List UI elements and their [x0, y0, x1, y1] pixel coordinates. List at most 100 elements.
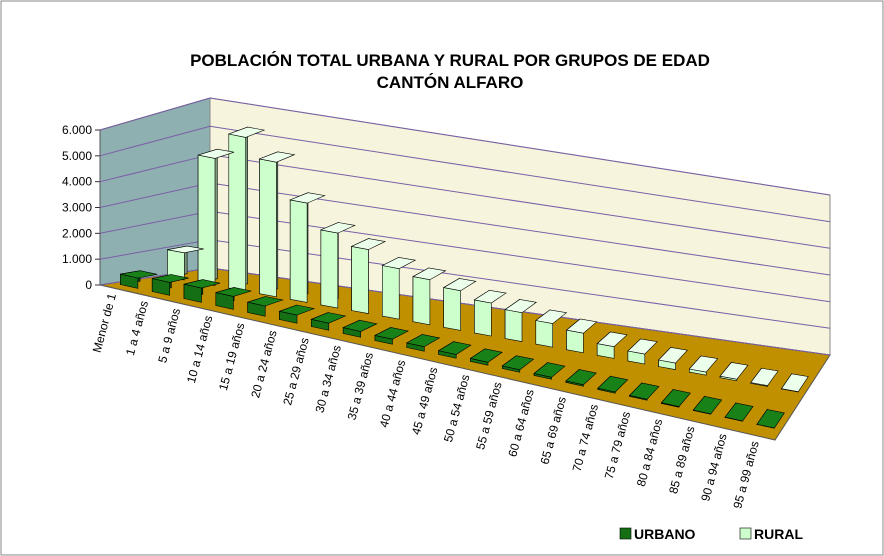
bar-top	[692, 395, 723, 415]
y-tick-label: 4.000	[62, 175, 92, 189]
bar	[227, 126, 266, 292]
bar	[501, 355, 535, 373]
y-tick-label: 5.000	[62, 149, 92, 163]
bar	[374, 326, 410, 345]
bar-front	[351, 246, 369, 314]
bar-front	[197, 154, 216, 286]
bar-top	[310, 312, 347, 324]
bar	[412, 267, 447, 326]
bar-top	[565, 318, 598, 334]
bar	[657, 346, 688, 370]
bar-top	[289, 192, 326, 204]
bar-top	[756, 409, 785, 429]
bar	[692, 395, 723, 415]
bar	[442, 277, 477, 331]
bar-top	[442, 278, 477, 292]
bar-top	[780, 373, 809, 393]
bar-top	[278, 304, 316, 316]
bar-top	[405, 334, 441, 348]
bar-top	[246, 296, 284, 307]
bar-top	[198, 148, 235, 159]
bar	[405, 333, 441, 352]
bar	[780, 372, 809, 393]
y-tick-label: 1.000	[62, 252, 92, 266]
bar-top	[627, 338, 658, 355]
bar-front	[474, 299, 492, 337]
bar-top	[120, 270, 158, 279]
bar	[151, 274, 189, 296]
bar-top	[381, 257, 417, 270]
bar-top	[688, 355, 719, 373]
bar	[258, 151, 296, 298]
bar-top	[258, 151, 296, 163]
bar	[289, 192, 326, 303]
y-tick-label: 2.000	[62, 226, 92, 240]
bar-top	[719, 362, 749, 380]
bar-top	[750, 367, 779, 386]
bar-top	[629, 382, 660, 400]
bar	[629, 382, 660, 401]
bar-top	[469, 348, 503, 363]
bar-front	[320, 229, 339, 309]
bar-top	[350, 238, 387, 250]
bar-top	[660, 389, 691, 407]
bar-front	[259, 158, 277, 298]
bar-top	[565, 369, 597, 386]
bar-top	[215, 287, 252, 297]
bar	[183, 279, 221, 303]
bar	[724, 402, 754, 422]
bar-top	[437, 341, 472, 355]
bar	[437, 341, 472, 359]
bar	[197, 148, 235, 286]
grid-line	[99, 97, 831, 196]
bar-top	[152, 274, 189, 283]
chart-title: POBLACIÓN TOTAL URBANA Y RURAL POR GRUPO…	[190, 51, 710, 70]
bar-front	[289, 199, 308, 303]
bar-top	[374, 327, 410, 340]
bar	[719, 361, 749, 382]
bar-top	[533, 362, 566, 378]
bar	[319, 222, 356, 309]
bar-top	[597, 375, 629, 393]
bar-front	[566, 329, 584, 354]
bar-top	[501, 355, 535, 371]
y-tick-label: 6.000	[62, 123, 92, 137]
bar	[473, 289, 507, 337]
bar	[215, 287, 252, 310]
bar-top	[227, 126, 266, 138]
legend-swatch	[619, 527, 632, 540]
bar-top	[504, 299, 538, 314]
legend-label: URBANO	[634, 526, 696, 542]
bar	[627, 338, 658, 365]
bar	[750, 367, 779, 387]
bar	[535, 309, 568, 348]
bar	[504, 298, 538, 342]
bar	[533, 361, 566, 380]
bar	[120, 270, 158, 289]
chart-subtitle: CANTÓN ALFARO	[377, 73, 524, 92]
bar-top	[319, 222, 356, 234]
bar-front	[228, 133, 246, 292]
bar	[381, 256, 417, 320]
bar-top	[473, 289, 507, 304]
bar	[660, 388, 691, 408]
bar-front	[504, 309, 523, 342]
bar-front	[535, 320, 554, 348]
bar-top	[183, 279, 221, 289]
bar	[565, 368, 597, 387]
bar	[350, 238, 387, 314]
legend-swatch	[739, 527, 752, 540]
grid-line	[99, 125, 831, 223]
bar	[278, 304, 316, 324]
bar	[596, 331, 628, 359]
bar-top	[724, 402, 754, 422]
bar	[469, 348, 503, 366]
bar-front	[381, 265, 400, 320]
bar	[597, 375, 629, 394]
bar	[246, 296, 284, 317]
legend-label: RURAL	[754, 526, 803, 542]
y-tick-label: 3.000	[62, 201, 92, 215]
bar	[167, 245, 204, 281]
bar-front	[443, 287, 461, 331]
